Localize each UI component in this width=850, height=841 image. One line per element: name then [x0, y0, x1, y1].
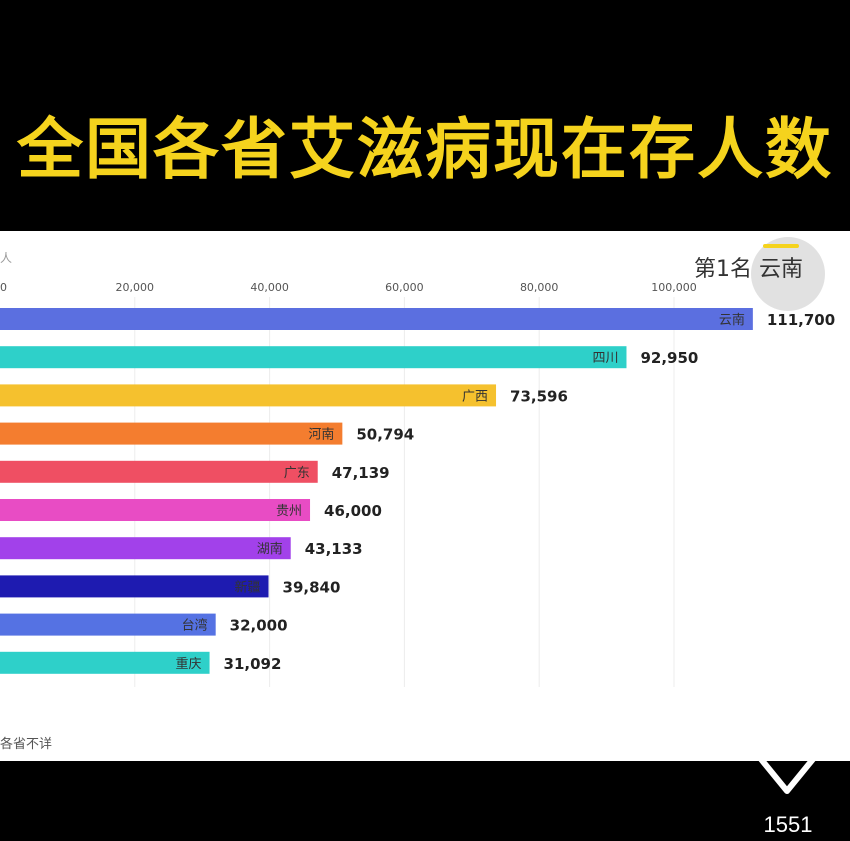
bar [0, 537, 291, 560]
bar-category-label: 台湾 [182, 618, 208, 634]
bar-category-label: 河南 [308, 427, 334, 443]
bar-value-label: 32,000 [230, 617, 288, 635]
bar [0, 308, 753, 330]
bar [0, 422, 343, 445]
x-tick-label: 20,000 [116, 281, 155, 294]
rank-label: 第1名 云南 [694, 251, 803, 283]
bar-category-label: 广东 [284, 466, 310, 481]
bar [0, 346, 627, 369]
bar [0, 575, 269, 598]
x-tick-label: 60,000 [385, 281, 424, 294]
bar-category-label: 广西 [462, 389, 488, 404]
rank-position: 第1名 [694, 257, 752, 282]
bar-category-label: 湖南 [257, 541, 283, 557]
bar-value-label: 46,000 [324, 502, 382, 520]
chart-panel: 人 第1名 云南 0 20,000 40,000 60,000 80,000 100,00… [0, 231, 850, 761]
x-tick-label: 40,000 [250, 281, 289, 294]
bar [0, 613, 216, 636]
unit-label: 人 [0, 251, 13, 265]
bar-value-label: 73,596 [510, 387, 568, 405]
bar-value-label: 31,092 [224, 655, 282, 673]
bar-category-label: 重庆 [176, 656, 202, 672]
bar [0, 384, 497, 407]
bar-value-label: 47,139 [332, 464, 390, 482]
bar [0, 460, 318, 483]
bar-category-label: 云南 [719, 312, 745, 328]
bar-category-label: 四川 [592, 351, 618, 366]
x-tick-label: 80,000 [520, 281, 559, 294]
bar [0, 651, 210, 674]
like-count: 1551 [763, 812, 813, 837]
x-tick-label: 0 [0, 281, 7, 294]
bar-category-label: 新疆 [235, 579, 261, 595]
page-title: 全国各省艾滋病现在存人数 [17, 111, 833, 188]
rank-badge-line [763, 244, 799, 248]
footnote: 各省不详 [0, 737, 53, 752]
bar [0, 499, 311, 521]
rank-name: 云南 [759, 257, 804, 282]
bar-value-label: 92,950 [640, 349, 698, 367]
bar-value-label: 43,133 [305, 540, 363, 558]
bar-value-label: 50,794 [356, 426, 414, 444]
bar-category-label: 贵州 [276, 504, 302, 519]
x-tick-label: 100,000 [651, 281, 697, 294]
bar-value-label: 111,700 [767, 311, 835, 329]
bar-value-label: 39,840 [283, 578, 341, 596]
heart-outline-icon[interactable] [752, 747, 822, 797]
bar-chart: 0 20,000 40,000 60,000 80,000 100,000 云南 111,70… [0, 281, 835, 687]
rank-badge [751, 237, 825, 311]
